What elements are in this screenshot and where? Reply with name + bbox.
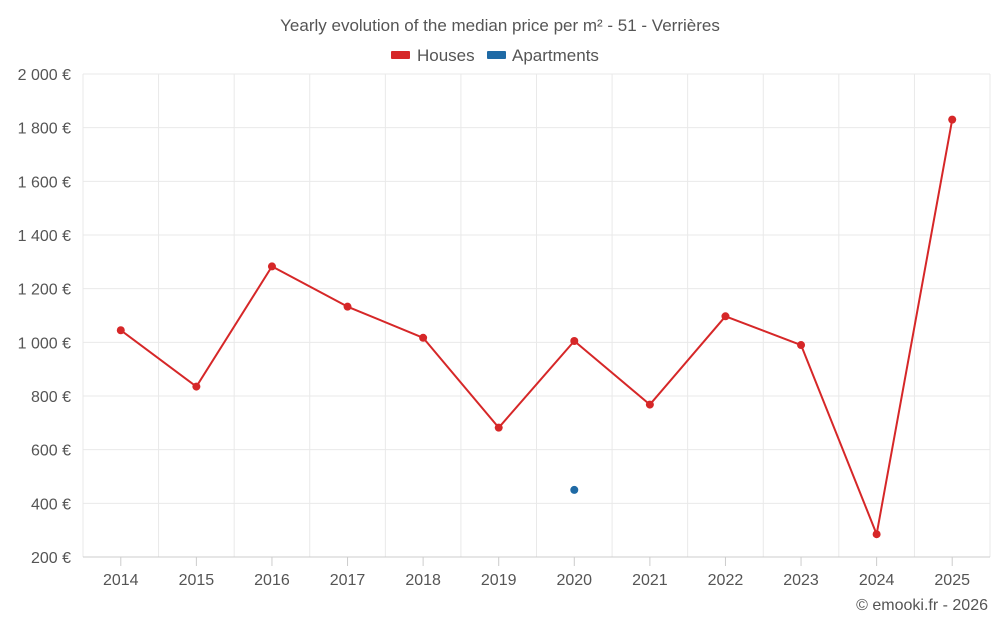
x-tick-label: 2024 [859, 572, 895, 589]
series-line-houses [119, 118, 954, 536]
chart-title: Yearly evolution of the median price per… [280, 16, 720, 35]
data-point-houses-2023[interactable] [797, 341, 806, 350]
data-point-houses-2020[interactable] [570, 336, 579, 345]
y-tick-label: 1 000 € [18, 335, 71, 352]
legend-label-houses: Houses [417, 46, 475, 65]
data-point-houses-2016[interactable] [267, 262, 276, 271]
x-tick-label: 2021 [632, 572, 668, 589]
x-tick-label: 2019 [481, 572, 517, 589]
x-tick-label: 2017 [330, 572, 366, 589]
x-tick-label: 2022 [708, 572, 744, 589]
data-point-houses-2021[interactable] [645, 400, 654, 409]
x-tick-label: 2014 [103, 572, 139, 589]
x-tick-label: 2015 [179, 572, 215, 589]
series-layer [116, 115, 957, 539]
grid [82, 73, 991, 557]
data-point-houses-2015[interactable] [192, 382, 201, 391]
x-axis: 2014 2015 2016 2017 2018 2019 2020 2021 2022 2023… [83, 556, 990, 589]
legend-item-houses[interactable]: Houses [391, 46, 475, 65]
data-point-houses-2024[interactable] [872, 530, 881, 539]
legend-label-apartments: Apartments [512, 46, 599, 65]
data-point-houses-2017[interactable] [343, 302, 352, 311]
data-point-houses-2014[interactable] [116, 326, 125, 335]
y-tick-label: 2 000 € [18, 67, 71, 84]
y-tick-label: 800 € [31, 389, 71, 406]
y-tick-label: 600 € [31, 443, 71, 460]
credit: © emooki.fr - 2026 [856, 597, 988, 614]
data-point-houses-2025[interactable] [948, 115, 957, 124]
y-tick-label: 1 600 € [18, 174, 71, 191]
data-point-apartments-2020[interactable] [570, 485, 579, 494]
x-tick-label: 2018 [405, 572, 441, 589]
y-tick-label: 1 400 € [18, 228, 71, 245]
x-tick-label: 2025 [934, 572, 970, 589]
y-axis: 200 € 400 € 600 € 800 € 1 000 € 1 200 € 1 400 … [18, 67, 71, 567]
x-tick-label: 2023 [783, 572, 819, 589]
x-tick-label: 2016 [254, 572, 290, 589]
y-tick-label: 1 800 € [18, 121, 71, 138]
y-tick-label: 200 € [31, 550, 71, 567]
legend-swatch-apartments [487, 51, 506, 59]
x-tick-label: 2020 [556, 572, 592, 589]
data-point-houses-2022[interactable] [721, 312, 730, 321]
legend-item-apartments[interactable]: Apartments [487, 46, 599, 65]
legend: Houses Apartments [391, 46, 599, 65]
data-point-houses-2018[interactable] [419, 333, 428, 342]
y-tick-label: 400 € [31, 496, 71, 513]
legend-swatch-houses [391, 51, 410, 59]
data-point-houses-2019[interactable] [494, 423, 503, 432]
y-tick-label: 1 200 € [18, 282, 71, 299]
